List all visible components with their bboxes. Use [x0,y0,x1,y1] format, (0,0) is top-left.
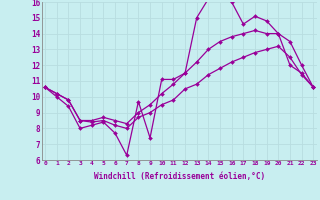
X-axis label: Windchill (Refroidissement éolien,°C): Windchill (Refroidissement éolien,°C) [94,172,265,181]
